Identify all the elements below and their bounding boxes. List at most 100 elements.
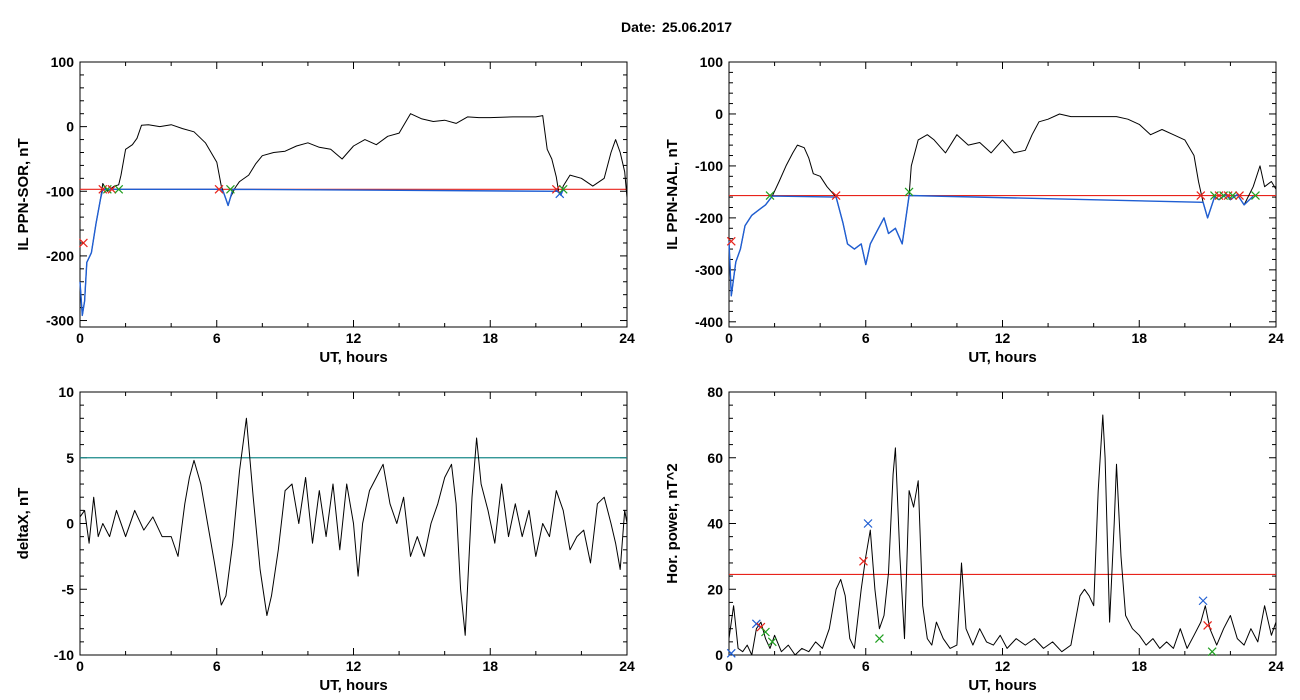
cross-marker (761, 627, 770, 637)
y-tick-label: -5 (62, 581, 75, 597)
x-tick-label: 12 (995, 330, 1011, 346)
y-tick-label: 0 (66, 119, 74, 135)
cross-marker-stroke (214, 184, 224, 194)
x-tick-label: 6 (213, 330, 221, 346)
x-tick-label: 6 (862, 658, 870, 674)
cross-marker-stroke (1198, 596, 1208, 606)
x-tick-label: 12 (995, 658, 1011, 674)
y-axis-label: IL PPN-SOR, nT (15, 138, 32, 250)
cross-marker-stroke (831, 191, 841, 200)
y-tick-label: 0 (66, 516, 74, 532)
cross-marker (875, 634, 884, 643)
x-tick-label: 0 (725, 658, 733, 674)
y-tick-label: 10 (58, 384, 74, 400)
cross-marker (751, 619, 761, 629)
x-tick-label: 0 (76, 330, 84, 346)
cross-marker-stroke (863, 519, 873, 528)
cross-marker-stroke (767, 637, 777, 647)
panel-il-ppn-sor: 0 6 12 18 24 -300 -200 -100 0 100 UT, hours IL PPN-… (15, 54, 635, 366)
x-tick-label: 6 (213, 658, 221, 674)
cross-marker-stroke (107, 184, 117, 194)
x-tick-label: 18 (1131, 658, 1147, 674)
x-axis-label: UT, hours (968, 349, 1036, 366)
data-series-line (728, 113, 1277, 297)
cross-marker (1196, 191, 1206, 200)
cross-marker-stroke (1251, 191, 1260, 200)
panel-horizontal-power: 0 6 12 18 24 0 20 40 60 80 UT, hours Hor. power, nT… (664, 384, 1284, 694)
y-tick-label: -400 (695, 314, 723, 330)
cross-marker-stroke (114, 184, 124, 194)
data-series-line (728, 414, 1277, 656)
y-axis-label: IL PPN-NAL, nT (664, 139, 681, 250)
y-tick-label: -200 (695, 210, 723, 226)
panel-il-ppn-nal: 0 6 12 18 24 -400 -300 -200 -100 0 100 UT, hours IL … (664, 54, 1284, 366)
y-axis-label: deltaX, nT (15, 488, 32, 560)
cross-marker (1203, 620, 1213, 630)
cross-marker (863, 519, 873, 528)
cross-marker-stroke (78, 238, 88, 248)
plot-frame (728, 61, 1277, 328)
y-tick-label: -100 (46, 183, 74, 199)
cross-marker-stroke (555, 189, 565, 199)
x-tick-label: 6 (862, 330, 870, 346)
data-series-line (79, 417, 628, 636)
plot-frame (79, 61, 628, 328)
cross-marker-stroke (1235, 191, 1244, 200)
cross-marker-stroke (765, 191, 775, 200)
cross-marker-stroke (751, 619, 761, 629)
cross-marker (78, 238, 88, 248)
cross-marker-stroke (875, 634, 884, 643)
cross-marker-stroke (551, 184, 561, 194)
y-tick-label: -200 (46, 248, 74, 264)
y-axis-label: Hor. power, nT^2 (664, 463, 681, 583)
date-value: 25.06.2017 (661, 19, 733, 35)
x-tick-label: 24 (619, 658, 635, 674)
y-tick-label: -100 (695, 158, 723, 174)
cross-marker (726, 648, 736, 658)
y-tick-label: 40 (707, 516, 723, 532)
cross-marker (1198, 596, 1208, 606)
cross-marker-stroke (226, 184, 235, 194)
y-tick-label: 60 (707, 450, 723, 466)
y-tick-label: 20 (707, 581, 723, 597)
cross-marker-stroke (859, 556, 868, 566)
cross-marker (214, 184, 224, 194)
y-tick-label: -10 (54, 647, 74, 663)
x-tick-label: 18 (482, 658, 498, 674)
x-tick-label: 0 (76, 658, 84, 674)
cross-marker (551, 184, 561, 194)
cross-marker (1251, 191, 1260, 200)
x-tick-label: 0 (725, 330, 733, 346)
y-tick-label: -300 (695, 262, 723, 278)
cross-marker (726, 236, 736, 246)
cross-marker (831, 191, 841, 200)
y-tick-label: -300 (46, 313, 74, 329)
x-tick-label: 18 (1131, 330, 1147, 346)
cross-marker-stroke (726, 236, 736, 246)
x-axis-label: UT, hours (968, 677, 1036, 694)
x-axis-label: UT, hours (319, 349, 387, 366)
y-tick-label: 5 (66, 450, 74, 466)
y-tick-label: 0 (715, 647, 723, 663)
cross-marker-stroke (761, 627, 770, 637)
cross-marker-stroke (1196, 191, 1206, 200)
x-tick-label: 18 (482, 330, 498, 346)
y-tick-label: 80 (707, 384, 723, 400)
y-tick-label: 0 (715, 106, 723, 122)
y-tick-label: 100 (51, 54, 75, 70)
cross-marker (767, 637, 777, 647)
cross-marker-stroke (1207, 647, 1217, 657)
cross-marker (107, 184, 117, 194)
x-tick-label: 24 (1268, 658, 1284, 674)
x-tick-label: 12 (346, 330, 362, 346)
date-title: Date: 25.06.2017 (0, 19, 1300, 35)
data-series-line (79, 113, 628, 316)
cross-marker-stroke (726, 648, 736, 658)
cross-marker (114, 184, 124, 194)
cross-marker (555, 189, 565, 199)
cross-marker-stroke (1203, 620, 1213, 630)
x-axis-label: UT, hours (319, 677, 387, 694)
plot-frame (728, 391, 1277, 656)
cross-marker (1228, 191, 1238, 200)
